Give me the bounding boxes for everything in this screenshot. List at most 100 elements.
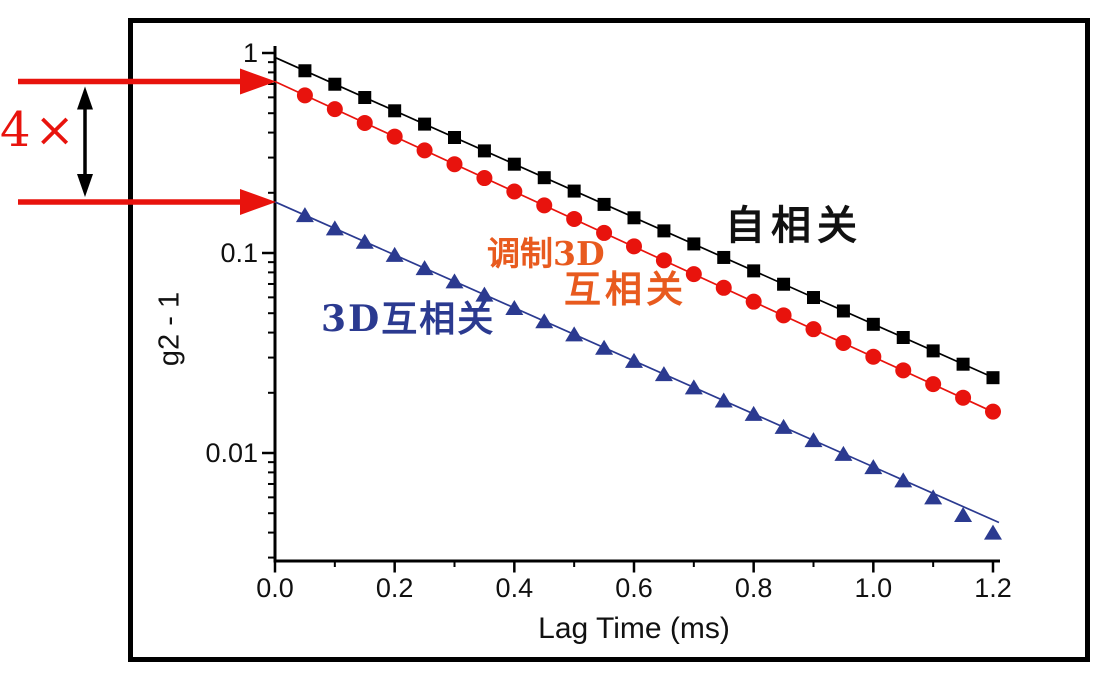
- marker-triangle: [744, 405, 763, 421]
- marker-triangle: [505, 299, 524, 315]
- y-axis-title: g2 - 1: [153, 291, 186, 367]
- marker-square: [777, 277, 791, 291]
- marker-circle: [416, 142, 433, 159]
- marker-square: [447, 131, 461, 145]
- y-tick-label: 0.1: [220, 238, 258, 268]
- marker-circle: [775, 307, 792, 324]
- marker-square: [657, 224, 671, 238]
- y-tick-label: 0.01: [205, 438, 258, 468]
- marker-square: [717, 250, 731, 264]
- marker-square: [298, 64, 312, 78]
- marker-circle: [506, 183, 523, 200]
- series-label-autocorrelation: 自相关: [725, 202, 863, 249]
- marker-circle: [925, 376, 942, 393]
- marker-triangle: [624, 352, 643, 368]
- x-tick-label: 1.0: [855, 573, 893, 603]
- marker-circle: [895, 362, 912, 379]
- x-tick-label: 0.4: [496, 573, 534, 603]
- marker-circle: [805, 321, 822, 338]
- span-arrow-head-bottom: [77, 173, 93, 197]
- series-3d-cross-correlation: [274, 201, 1002, 540]
- marker-circle: [356, 114, 373, 131]
- marker-triangle: [864, 459, 883, 475]
- factor-span-arrow: [77, 86, 93, 197]
- series-autocorrelation: [274, 56, 1000, 385]
- marker-circle: [566, 210, 583, 227]
- marker-circle: [685, 266, 702, 283]
- marker-triangle: [834, 445, 853, 461]
- marker-square: [986, 371, 1000, 385]
- marker-square: [328, 77, 342, 91]
- marker-triangle: [415, 260, 434, 276]
- marker-square: [537, 171, 551, 185]
- marker-circle: [446, 156, 463, 173]
- marker-triangle: [475, 286, 494, 302]
- x-tick-label: 0.2: [376, 573, 414, 603]
- x-tick-label: 0.0: [256, 573, 294, 603]
- marker-square: [358, 91, 372, 105]
- red-arrow-upper: [18, 68, 276, 95]
- series-label-modulated3d-line2: 互相关: [564, 267, 687, 311]
- marker-square: [507, 157, 521, 171]
- marker-square: [388, 104, 402, 118]
- figure-frame: [128, 18, 1090, 662]
- marker-square: [687, 237, 701, 251]
- factor-4x-annotation: 4×: [0, 102, 79, 158]
- marker-triangle: [325, 220, 344, 236]
- marker-circle: [745, 293, 762, 310]
- marker-circle: [476, 170, 493, 187]
- marker-square: [956, 357, 970, 371]
- marker-square: [627, 211, 641, 225]
- marker-triangle: [355, 233, 374, 249]
- marker-triangle: [774, 418, 793, 434]
- marker-triangle: [654, 366, 673, 382]
- series-label-modulated3d-line1: 调制3D: [487, 234, 605, 273]
- marker-triangle: [565, 326, 584, 342]
- marker-triangle: [295, 207, 314, 223]
- series-label-3d-cross-correlation: 3D互相关: [321, 298, 496, 340]
- marker-square: [597, 197, 611, 211]
- marker-circle: [536, 197, 553, 214]
- marker-triangle: [924, 489, 943, 505]
- marker-triangle: [954, 506, 973, 522]
- marker-circle: [655, 252, 672, 269]
- span-arrow-head-top: [77, 86, 93, 110]
- marker-triangle: [385, 246, 404, 262]
- marker-circle: [835, 334, 852, 351]
- y-tick-label: 1: [243, 38, 258, 68]
- marker-triangle: [445, 273, 464, 289]
- marker-triangle: [684, 379, 703, 395]
- x-tick-label: 0.6: [615, 573, 653, 603]
- marker-square: [418, 117, 432, 131]
- marker-square: [926, 344, 940, 358]
- marker-square: [836, 304, 850, 318]
- x-tick-label: 1.2: [974, 573, 1012, 603]
- series-modulated-3d-cross-correlation: [274, 80, 1001, 420]
- marker-square: [747, 264, 761, 278]
- red-arrow-head-upper: [240, 68, 276, 95]
- marker-circle: [296, 87, 313, 104]
- red-arrow-head-lower: [240, 188, 276, 215]
- marker-square: [896, 331, 910, 345]
- marker-triangle: [804, 432, 823, 448]
- marker-triangle: [894, 472, 913, 488]
- marker-square: [567, 184, 581, 198]
- marker-triangle: [595, 339, 614, 355]
- marker-circle: [715, 279, 732, 296]
- red-arrow-lower: [18, 188, 276, 215]
- x-tick-label: 0.8: [735, 573, 773, 603]
- marker-circle: [326, 101, 343, 118]
- marker-circle: [596, 224, 613, 241]
- marker-square: [806, 291, 820, 305]
- marker-triangle: [714, 392, 733, 408]
- marker-square: [866, 317, 880, 331]
- marker-circle: [865, 348, 882, 365]
- marker-circle: [984, 403, 1001, 420]
- marker-triangle: [983, 524, 1002, 540]
- marker-circle: [625, 238, 642, 255]
- marker-triangle: [535, 313, 554, 329]
- marker-circle: [386, 128, 403, 145]
- marker-square: [477, 144, 491, 158]
